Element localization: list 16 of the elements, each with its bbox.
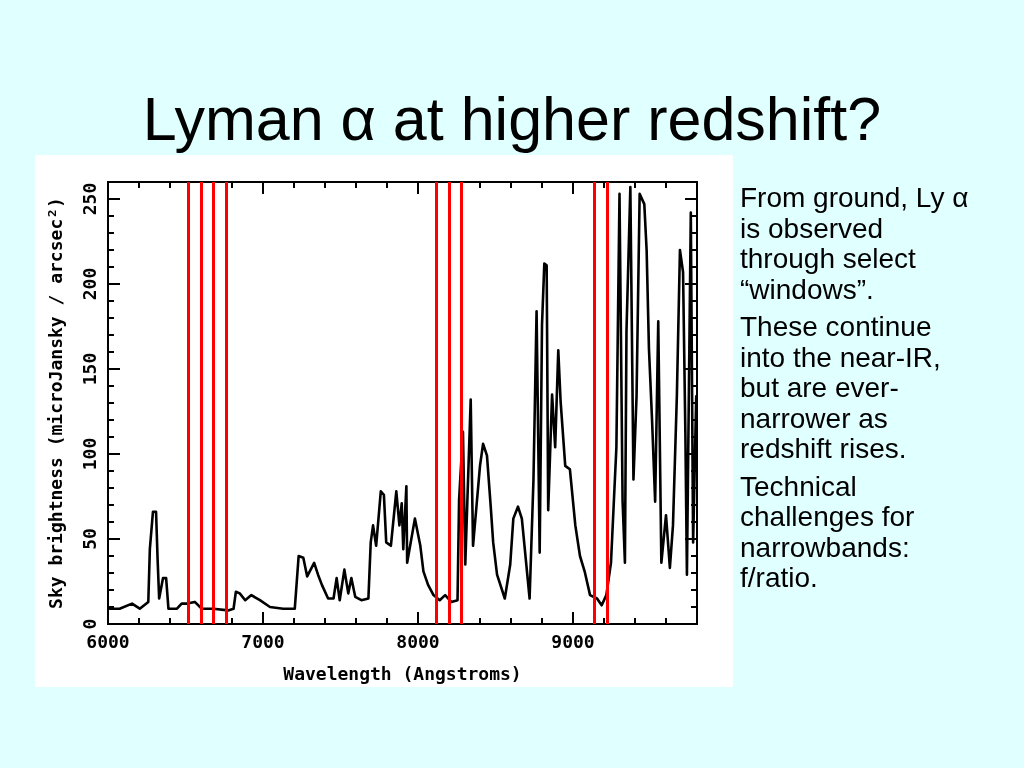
y-tick-label: 200 — [78, 267, 100, 301]
y-tick-label: 0 — [78, 618, 100, 630]
x-tick-label: 9000 — [551, 630, 595, 652]
chart-title: Lyman α at higher redshift? — [141, 84, 883, 154]
text: From ground, Ly α is observed through select “windows”. — [740, 182, 970, 305]
text: Technical challenges for narrowbands: f/ratio. — [740, 470, 916, 594]
y-tick-label: 150 — [78, 352, 100, 386]
text: These continue into the near-IR, but are ever-narrower as redshift rises. — [740, 311, 942, 465]
x-axis-title: Wavelength (Angstroms) — [283, 662, 522, 684]
x-tick-label: 7000 — [241, 630, 285, 652]
y-tick-label: 100 — [78, 437, 100, 471]
y-tick-label: 50 — [78, 528, 100, 550]
y-tick-label: 250 — [78, 182, 100, 216]
y-axis-title: Sky brightness (microJansky / arcsec²) — [44, 197, 66, 609]
x-tick-label: 6000 — [86, 630, 130, 652]
x-tick-label: 8000 — [396, 630, 440, 652]
